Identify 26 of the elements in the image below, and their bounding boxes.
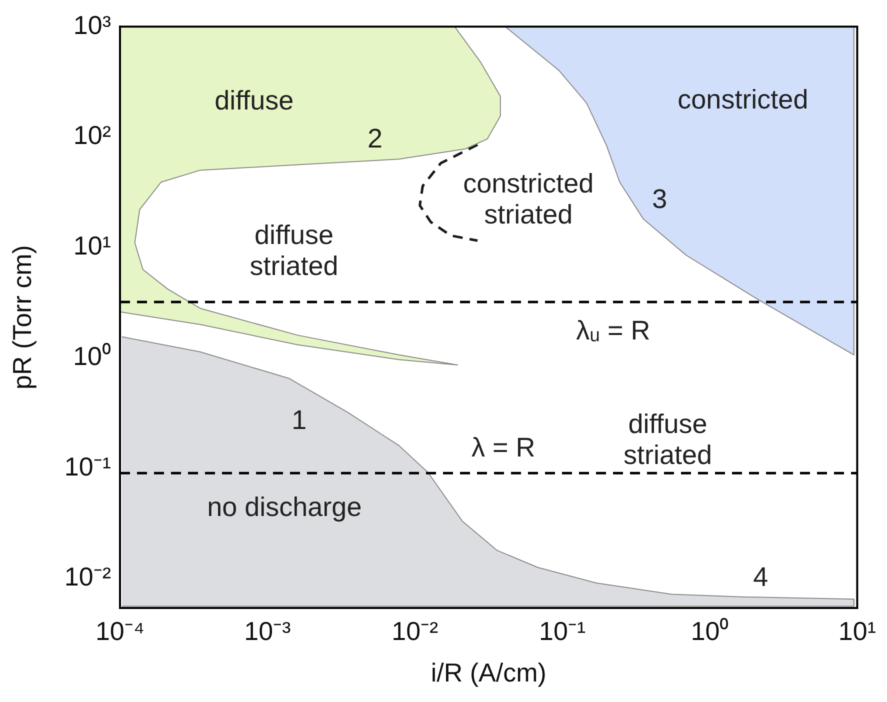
annotation: diffuse striated [250,220,338,282]
annotation: 3 [652,184,668,214]
y-tick-label: 10² [73,120,112,150]
y-tick-label: 10⁻² [64,562,112,592]
annotation: 2 [368,123,383,154]
y-tick-label: 10³ [73,10,112,40]
x-tick-label: 10⁻² [392,616,439,646]
x-tick-label: 10⁰ [690,616,729,646]
annotation: 1 [292,404,307,435]
annotation: constricted [678,84,808,114]
annotation: diffuse [214,86,294,116]
annotation: constricted striated [463,168,594,230]
x-tick-label: 10¹ [838,616,876,646]
y-axis-title: pR (Torr cm) [6,245,37,390]
ref-line-label: λᵤ = R [576,315,650,346]
x-tick-label: 10⁻⁴ [95,616,145,646]
ref-line-label: λ = R [471,432,536,463]
x-axis-title: i/R (A/cm) [430,658,546,688]
x-tick-label: 10⁻³ [244,616,292,646]
annotation: 4 [753,562,768,592]
annotation: diffuse striated [623,409,712,470]
y-tick-label: 10⁻¹ [64,451,112,482]
y-tick-label: 10⁰ [73,340,111,371]
annotation: no discharge [207,492,362,522]
y-tick-label: 10¹ [73,230,112,261]
x-tick-label: 10⁻¹ [539,616,586,646]
